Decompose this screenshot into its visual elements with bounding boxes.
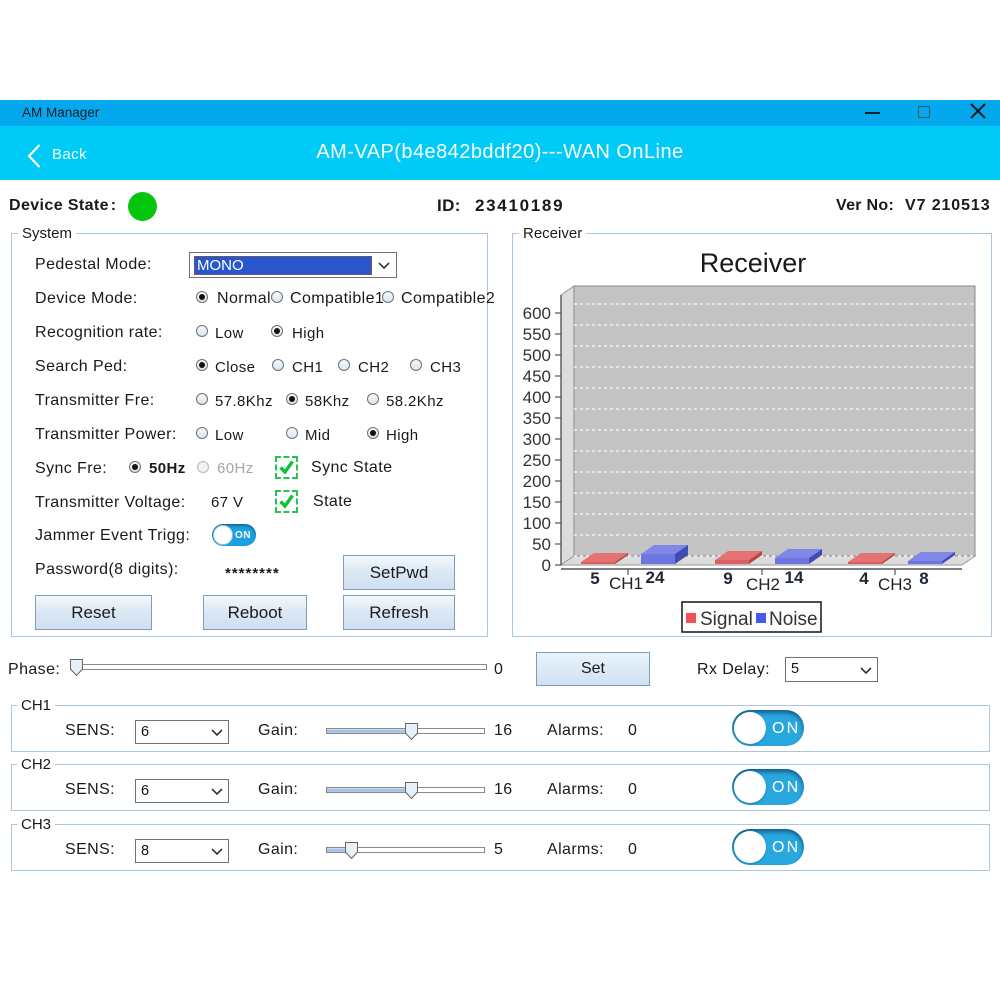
- svg-text:200: 200: [523, 472, 551, 491]
- svg-text:24: 24: [646, 568, 665, 587]
- svg-text:50: 50: [532, 535, 551, 554]
- svg-text:CH2: CH2: [746, 575, 780, 594]
- svg-text:4: 4: [859, 569, 869, 588]
- svg-text:0: 0: [542, 556, 551, 575]
- svg-text:CH1: CH1: [609, 574, 643, 593]
- svg-text:14: 14: [785, 568, 804, 587]
- svg-text:500: 500: [523, 346, 551, 365]
- svg-text:600: 600: [523, 304, 551, 323]
- svg-text:350: 350: [523, 409, 551, 428]
- svg-text:250: 250: [523, 451, 551, 470]
- svg-text:450: 450: [523, 367, 551, 386]
- svg-text:150: 150: [523, 493, 551, 512]
- svg-text:5: 5: [590, 569, 599, 588]
- svg-text:100: 100: [523, 514, 551, 533]
- svg-text:CH3: CH3: [878, 575, 912, 594]
- svg-text:9: 9: [723, 569, 732, 588]
- svg-text:550: 550: [523, 325, 551, 344]
- svg-text:Signal: Signal: [700, 609, 753, 630]
- svg-text:300: 300: [523, 430, 551, 449]
- svg-text:400: 400: [523, 388, 551, 407]
- svg-text:Noise: Noise: [769, 609, 818, 630]
- svg-text:8: 8: [919, 569, 928, 588]
- svg-text:Receiver: Receiver: [700, 248, 807, 278]
